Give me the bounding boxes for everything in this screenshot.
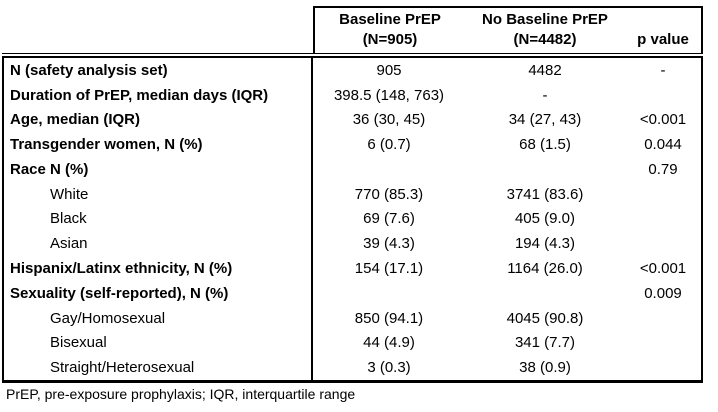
header-col-pvalue: p value xyxy=(625,8,701,53)
no-baseline-value: - xyxy=(542,86,548,104)
baseline-value xyxy=(313,157,465,182)
header-col-no-baseline: No Baseline PrEP (N=4482) xyxy=(465,8,625,53)
header-no-baseline-n: (N=4482) xyxy=(513,31,577,48)
row-label: Transgender women, N (%) xyxy=(4,132,313,158)
baseline-value: 36 (30, 45) xyxy=(352,111,426,129)
row-label: White xyxy=(4,181,313,207)
row-label: Asian xyxy=(4,231,313,257)
p-value xyxy=(625,231,701,256)
no-baseline-value: 4482 xyxy=(528,61,562,79)
baseline-value: 398.5 (148, 763) xyxy=(333,86,445,104)
baseline-value: 44 (4.9) xyxy=(363,334,415,352)
p-value xyxy=(625,355,701,380)
row-label: Race N (%) xyxy=(4,157,313,182)
baseline-value: 6 (0.7) xyxy=(367,136,411,154)
baseline-value: 154 (17.1) xyxy=(354,260,424,278)
row-label: N (safety analysis set) xyxy=(4,58,313,83)
no-baseline-value: 3741 (83.6) xyxy=(506,185,584,203)
header-no-baseline-name: No Baseline PrEP xyxy=(482,11,608,28)
p-value xyxy=(625,330,701,355)
header-col-baseline: Baseline PrEP (N=905) xyxy=(315,8,465,53)
row-label: Sexuality (self-reported), N (%) xyxy=(4,280,313,306)
p-value xyxy=(625,207,701,232)
row-label: Black xyxy=(4,206,313,232)
header-baseline-name: Baseline PrEP xyxy=(339,11,441,28)
row-label: Hispanix/Latinx ethnicity, N (%) xyxy=(4,256,313,281)
no-baseline-value: 34 (27, 43) xyxy=(508,111,582,129)
no-baseline-value: 194 (4.3) xyxy=(514,235,576,253)
row-label: Age, median (IQR) xyxy=(4,107,313,133)
p-value: <0.001 xyxy=(639,260,687,278)
baseline-value: 69 (7.6) xyxy=(363,210,415,228)
no-baseline-value: 405 (9.0) xyxy=(514,210,576,228)
no-baseline-value: 68 (1.5) xyxy=(519,136,571,154)
p-value xyxy=(625,83,701,108)
header-baseline-n: (N=905) xyxy=(362,31,418,48)
row-label: Gay/Homosexual xyxy=(4,305,313,331)
row-label: Bisexual xyxy=(4,330,313,356)
no-baseline-value: 341 (7.7) xyxy=(514,334,576,352)
no-baseline-value: 1164 (26.0) xyxy=(507,260,583,278)
baseline-value: 3 (0.3) xyxy=(367,359,411,377)
row-label: Straight/Heterosexual xyxy=(4,355,313,380)
baseline-value xyxy=(313,281,465,306)
header-divider-line xyxy=(2,53,703,54)
p-value: <0.001 xyxy=(639,111,687,129)
table-footnote: PrEP, pre-exposure prophylaxis; IQR, int… xyxy=(6,386,356,402)
p-value xyxy=(625,182,701,207)
p-value: 0.009 xyxy=(644,284,682,302)
header-pvalue-label: p value xyxy=(637,31,689,48)
p-value: 0.044 xyxy=(644,136,682,154)
table-header: Baseline PrEP (N=905) No Baseline PrEP (… xyxy=(313,6,703,53)
baseline-value: 39 (4.3) xyxy=(363,235,415,253)
no-baseline-value: 38 (0.9) xyxy=(519,359,571,377)
table-body: N (safety analysis set) 905 4482 - Duration … xyxy=(2,56,703,383)
no-baseline-value: 4045 (90.8) xyxy=(506,309,584,327)
baseline-value: 850 (94.1) xyxy=(354,309,424,327)
p-value: 0.79 xyxy=(648,160,678,178)
p-value xyxy=(625,306,701,331)
baseline-value: 770 (85.3) xyxy=(354,185,424,203)
no-baseline-value xyxy=(465,157,625,182)
p-value: - xyxy=(660,61,666,79)
row-label: Duration of PrEP, median days (IQR) xyxy=(4,82,313,108)
no-baseline-value xyxy=(465,281,625,306)
baseline-value: 905 xyxy=(376,61,402,79)
